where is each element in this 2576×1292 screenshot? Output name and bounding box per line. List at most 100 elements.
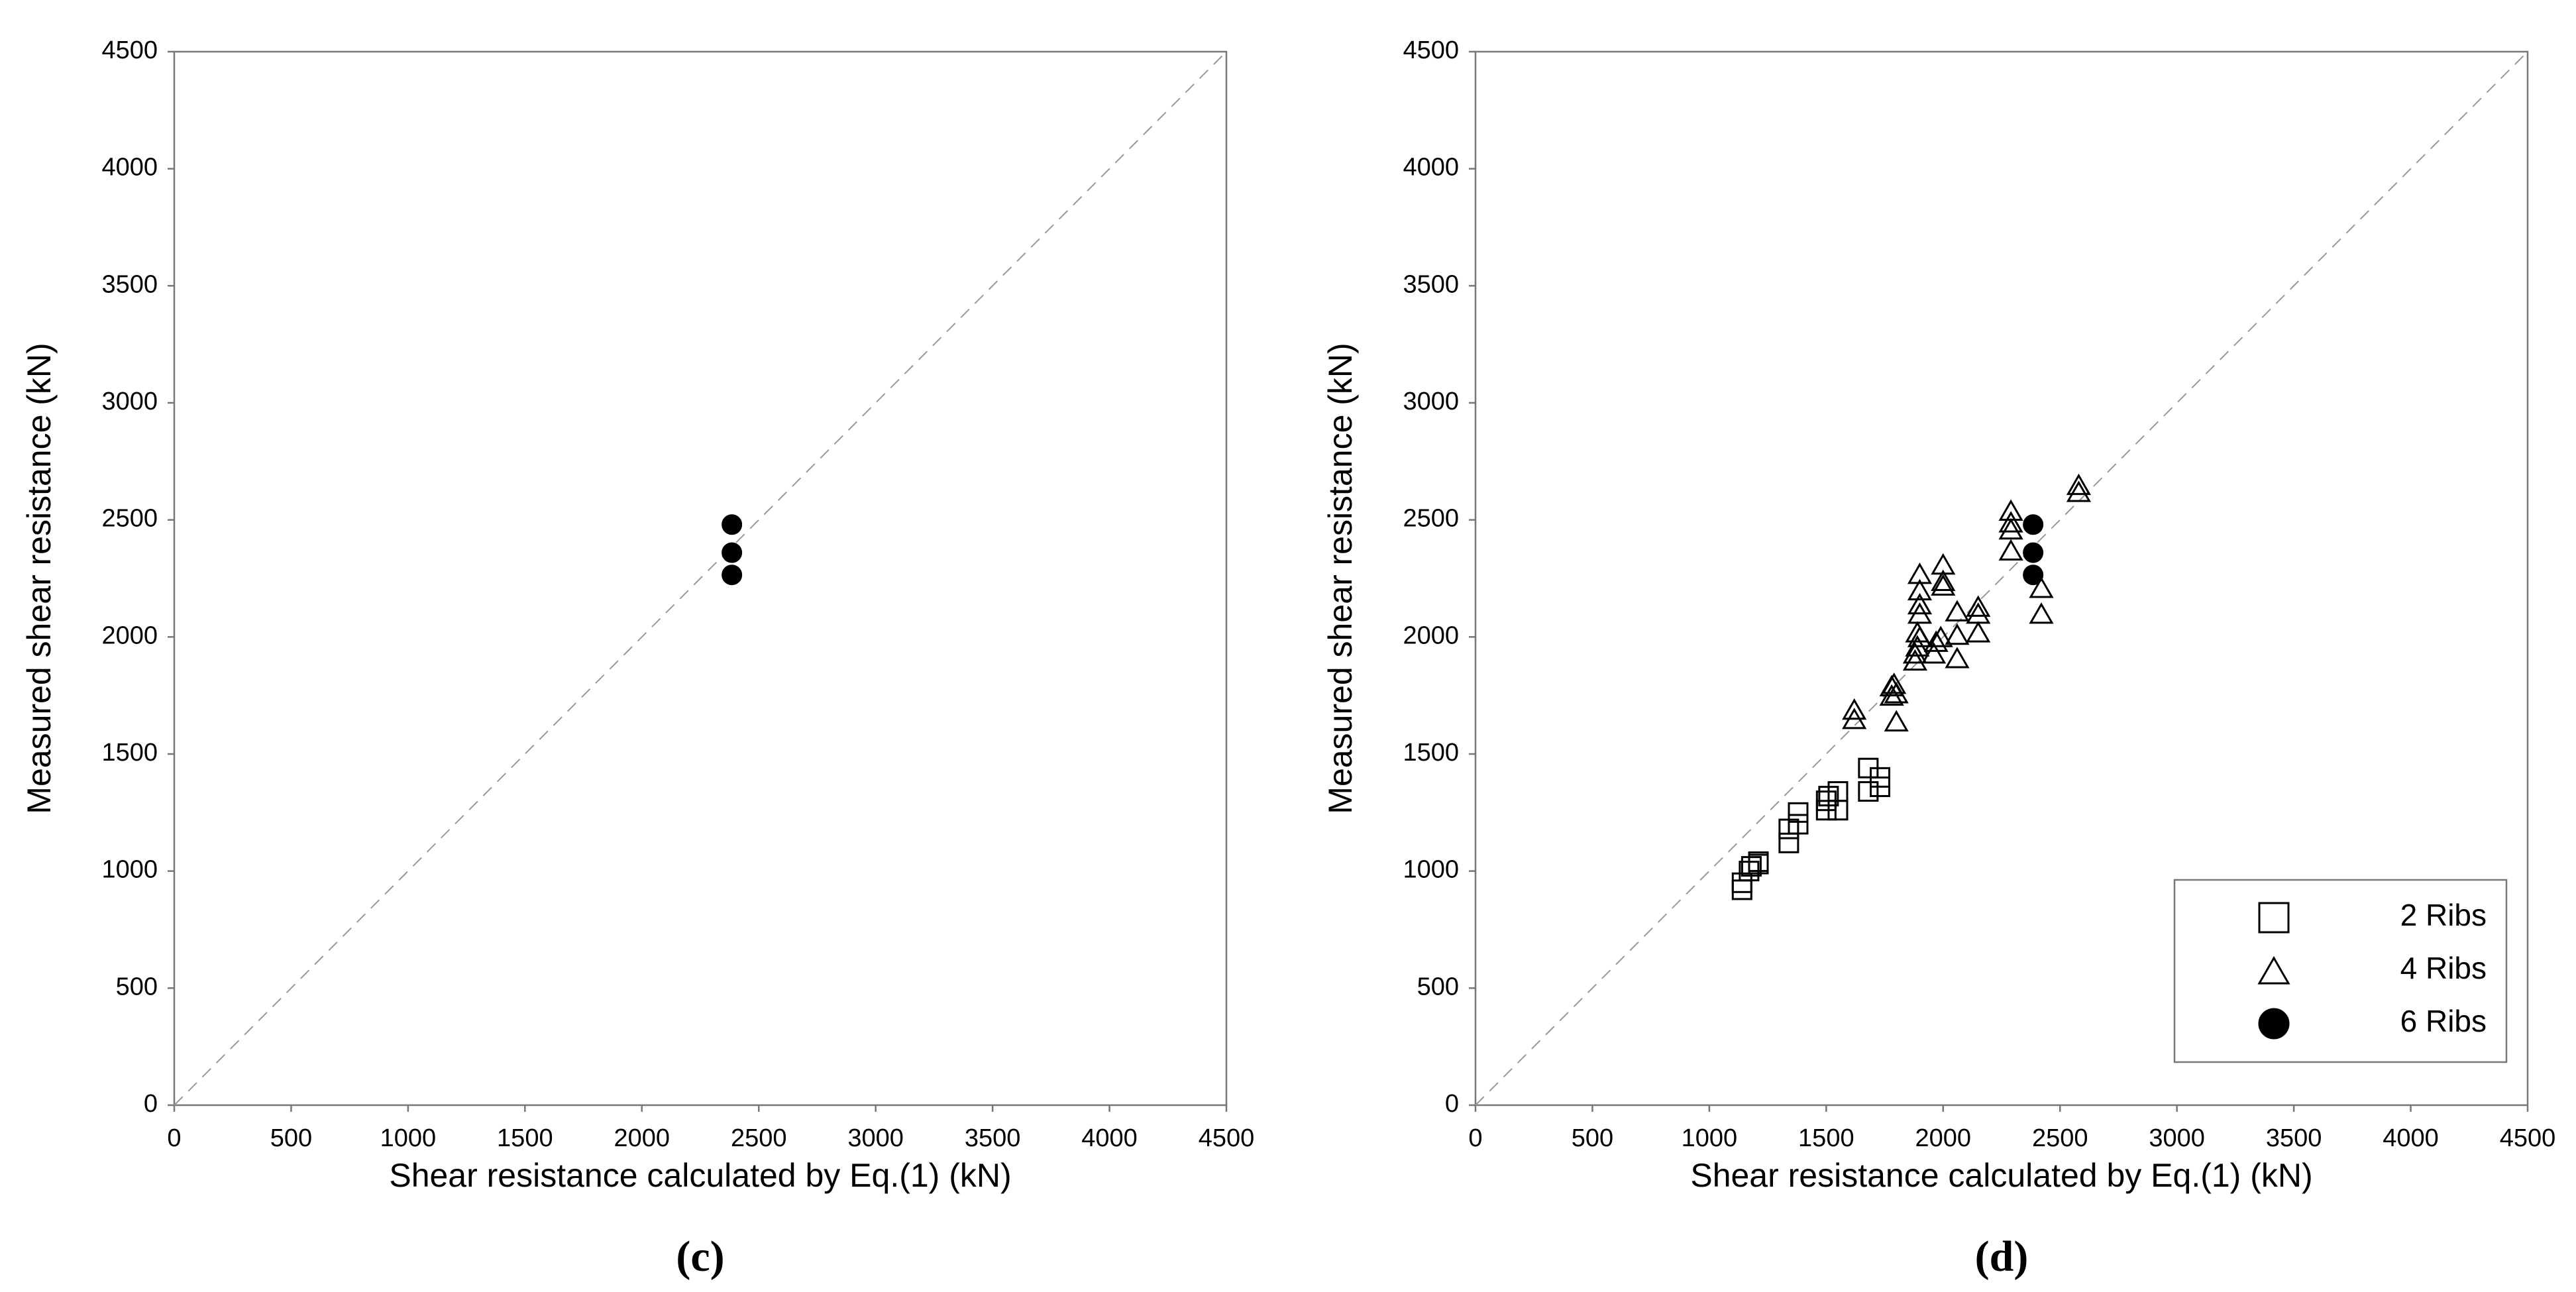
y-tick-label: 500 [1417, 973, 1459, 1000]
y-tick-label: 4500 [1403, 36, 1459, 64]
point [1884, 682, 1909, 704]
point [2029, 576, 2054, 598]
y-tick-label: 3500 [101, 270, 158, 298]
point [2023, 542, 2044, 563]
legend-marker [2258, 1008, 2290, 1040]
x-tick-label: 1500 [497, 1124, 553, 1152]
y-tick-label: 500 [116, 973, 158, 1000]
legend-label: 6 Ribs [2400, 1004, 2487, 1038]
y-tick-label: 2000 [1403, 621, 1459, 649]
point [1945, 600, 1970, 621]
point [1907, 592, 1933, 615]
x-tick-label: 4000 [1081, 1124, 1138, 1152]
y-tick-label: 3000 [1403, 388, 1459, 415]
x-axis-title: Shear resistance calculated by Eq.(1) (k… [1690, 1157, 2312, 1194]
point [722, 542, 743, 563]
point [1741, 856, 1762, 877]
point [1907, 578, 1933, 601]
point [1902, 649, 1928, 671]
point [1731, 879, 1752, 900]
y-tick-label: 1000 [1403, 856, 1459, 884]
point [1966, 602, 1991, 624]
x-tick-label: 2000 [614, 1124, 671, 1152]
plot-frame [1474, 50, 2529, 1106]
y-tick-label: 1000 [101, 856, 158, 884]
point [1998, 511, 2023, 533]
y-tick-label: 2500 [101, 505, 158, 533]
y-tick-label: 3500 [1403, 270, 1459, 298]
point [1907, 563, 1933, 584]
x-tick-label: 1000 [1682, 1124, 1738, 1152]
point [1788, 802, 1809, 823]
x-tick-label: 1500 [1798, 1124, 1854, 1152]
point [1882, 673, 1907, 694]
panel-label: (d) [1975, 1232, 2029, 1281]
x-tick-label: 4500 [1199, 1124, 1255, 1152]
x-tick-label: 3500 [2266, 1124, 2322, 1152]
y-tick-label: 1500 [1403, 739, 1459, 767]
point [1842, 698, 1867, 720]
point [1921, 642, 1947, 664]
x-axis-title: Shear resistance calculated by Eq.(1) (k… [389, 1157, 1011, 1194]
point [722, 565, 743, 586]
legend-label: 4 Ribs [2400, 951, 2487, 985]
y-tick-label: 2500 [1403, 505, 1459, 533]
x-tick-label: 0 [1468, 1124, 1482, 1152]
point [2023, 565, 2044, 586]
x-tick-label: 3000 [847, 1124, 904, 1152]
x-tick-label: 0 [167, 1124, 181, 1152]
y-tick-label: 4000 [1403, 154, 1459, 182]
point [1931, 574, 1956, 596]
point [1907, 625, 1933, 647]
point [2029, 602, 2054, 624]
x-tick-label: 2500 [2032, 1124, 2088, 1152]
point [1966, 595, 1991, 617]
point [1998, 517, 2023, 540]
x-tick-label: 3000 [2149, 1124, 2205, 1152]
x-tick-label: 3500 [965, 1124, 1021, 1152]
legend-marker [2257, 955, 2290, 985]
x-tick-label: 1000 [380, 1124, 437, 1152]
y-axis-title: Measured shear resistance (kN) [21, 343, 58, 814]
point [2066, 473, 2092, 496]
point [1931, 553, 1956, 575]
reference-line [174, 51, 1227, 1106]
point [1998, 539, 2023, 561]
x-tick-label: 500 [270, 1124, 312, 1152]
point [1778, 832, 1799, 853]
point [1827, 781, 1849, 802]
legend-marker [2258, 902, 2290, 934]
plot-frame [173, 50, 1228, 1106]
point [2066, 480, 2092, 502]
point [1928, 625, 1953, 647]
point [1748, 851, 1769, 873]
y-tick-label: 0 [1445, 1090, 1459, 1118]
y-tick-label: 4000 [101, 154, 158, 182]
point [1902, 642, 1928, 664]
point [1931, 569, 1956, 591]
point [1858, 781, 1879, 802]
point [722, 514, 743, 535]
x-tick-label: 2000 [1915, 1124, 1972, 1152]
point [2023, 514, 2044, 535]
point [1945, 623, 1970, 645]
y-tick-label: 3000 [101, 388, 158, 415]
point [1998, 499, 2023, 521]
point [1788, 814, 1809, 835]
y-tick-label: 0 [144, 1090, 158, 1118]
point [1884, 710, 1909, 731]
y-tick-label: 2000 [101, 621, 158, 649]
y-axis-title: Measured shear resistance (kN) [1322, 343, 1359, 814]
point [1966, 621, 1991, 643]
point [1923, 630, 1949, 652]
reference-line [1475, 51, 2528, 1106]
y-tick-label: 4500 [101, 36, 158, 64]
x-tick-label: 500 [1572, 1124, 1613, 1152]
legend-box [2173, 879, 2508, 1063]
legend-label: 2 Ribs [2400, 898, 2487, 932]
point [1945, 647, 1970, 669]
x-tick-label: 4000 [2383, 1124, 2439, 1152]
x-tick-label: 2500 [731, 1124, 787, 1152]
